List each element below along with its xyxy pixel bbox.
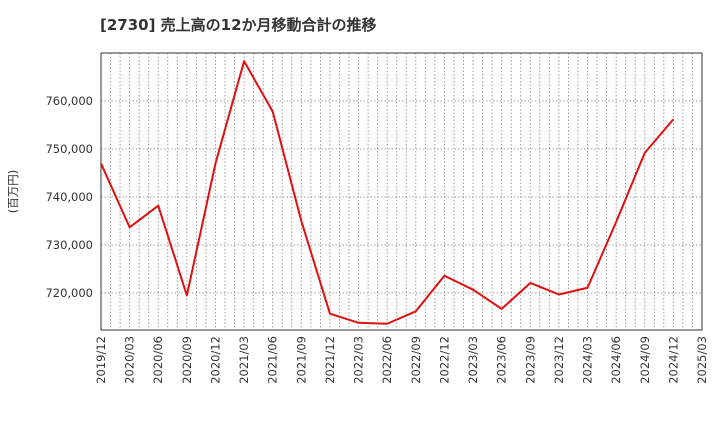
series-lines: [100, 60, 675, 325]
y-axis-label: (百万円): [6, 170, 20, 213]
y-axis-ticks: 720,000 730,000 740,000 750,000 760,000: [45, 94, 93, 300]
y-tick-label: 720,000: [45, 286, 93, 300]
x-tick-label: 2024/09: [638, 336, 652, 384]
x-tick-label: 2022/12: [437, 336, 451, 384]
x-tick-label: 2023/09: [523, 336, 537, 384]
plot-area: [100, 52, 703, 331]
x-tick-label: 2021/09: [294, 336, 308, 384]
x-tick-label: 2022/09: [409, 336, 423, 384]
x-tick-label: 2024/06: [609, 336, 623, 384]
x-tick-label: 2021/03: [237, 336, 251, 384]
y-tick-label: 730,000: [45, 238, 93, 252]
x-tick-label: 2019/12: [94, 336, 108, 384]
chart-title: [2730] 売上高の12か月移動合計の推移: [100, 16, 377, 34]
x-tick-label: 2020/12: [208, 336, 222, 384]
x-tick-label: 2021/12: [323, 336, 337, 384]
x-tick-label: 2020/03: [123, 336, 137, 384]
x-tick-label: 2024/03: [581, 336, 595, 384]
x-tick-label: 2024/12: [666, 336, 680, 384]
x-tick-label: 2020/06: [151, 336, 165, 384]
y-tick-label: 740,000: [45, 190, 93, 204]
x-tick-label: 2023/03: [466, 336, 480, 384]
grid-lines: [100, 53, 703, 330]
x-tick-label: 2023/06: [495, 336, 509, 384]
x-tick-label: 2023/12: [552, 336, 566, 384]
y-tick-label: 760,000: [45, 94, 93, 108]
x-axis-ticks: 2019/12 2020/03 2020/06 2020/09 2020/12 2021/…: [94, 336, 709, 384]
x-tick-label: 2022/03: [352, 336, 366, 384]
x-tick-label: 2022/06: [380, 336, 394, 384]
x-tick-label: 2020/09: [180, 336, 194, 384]
x-tick-label: 2025/03: [695, 336, 709, 384]
y-tick-label: 750,000: [45, 142, 93, 156]
x-tick-label: 2021/06: [266, 336, 280, 384]
